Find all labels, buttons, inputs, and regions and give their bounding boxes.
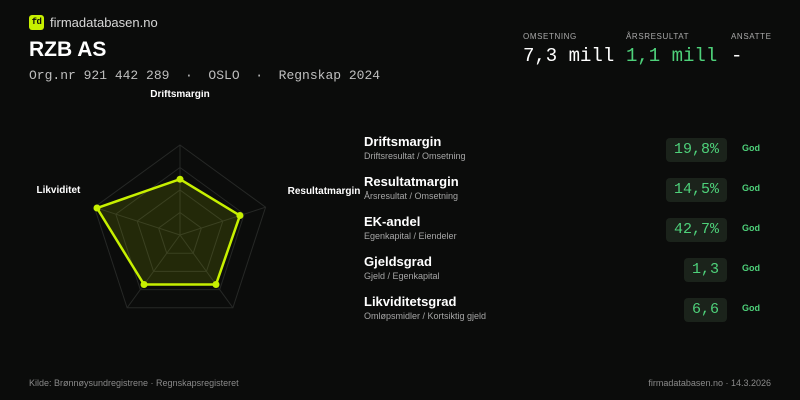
radar-grid bbox=[93, 144, 267, 309]
radar-axis-label: Resultatmargin bbox=[288, 186, 360, 197]
metric-name: EK-andel bbox=[364, 214, 421, 229]
brand-name[interactable]: firmadatabasen.no bbox=[50, 15, 158, 30]
metric-name: Resultatmargin bbox=[364, 174, 459, 189]
radar-grid-ring bbox=[93, 144, 267, 309]
metric-value: 14,5% bbox=[665, 178, 727, 202]
brand-logo-icon: fd bbox=[29, 15, 44, 30]
kpi-value: 1,1 mill bbox=[626, 45, 718, 67]
metric-row: Resultatmargin Årsresultat / Omsetning 1… bbox=[364, 174, 774, 214]
metric-formula: Gjeld / Egenkapital bbox=[364, 271, 440, 281]
radar-point bbox=[93, 204, 101, 212]
radar-grid-ring bbox=[136, 189, 224, 272]
metric-status-badge: God bbox=[742, 143, 760, 153]
radar-axis-line bbox=[126, 234, 181, 309]
kpi-label: ANSATTE bbox=[731, 32, 772, 41]
radar-point bbox=[236, 212, 244, 220]
radar-area bbox=[95, 177, 242, 286]
metric-formula: Driftsresultat / Omsetning bbox=[364, 151, 466, 161]
metric-value: 1,3 bbox=[683, 258, 727, 282]
kpi-value: - bbox=[731, 45, 743, 67]
footer-source: Kilde: Brønnøysundregistrene · Regnskaps… bbox=[29, 378, 239, 388]
kpi-label: OMSETNING bbox=[523, 32, 577, 41]
brand[interactable]: fd firmadatabasen.no bbox=[29, 15, 158, 30]
metric-row: EK-andel Egenkapital / Eiendeler 42,7% G… bbox=[364, 214, 774, 254]
company-name: RZB AS bbox=[29, 38, 107, 61]
metric-name: Likviditetsgrad bbox=[364, 294, 457, 309]
metric-value: 19,8% bbox=[665, 138, 727, 162]
radar-axis-label: Driftsmargin bbox=[150, 90, 209, 100]
metric-status-badge: God bbox=[742, 223, 760, 233]
kpi-strip: OMSETNING 7,3 mill ÅRSRESULTAT 1,1 mill … bbox=[0, 32, 800, 72]
kpi-omsetning: OMSETNING 7,3 mill bbox=[523, 32, 614, 67]
radar-labels: DriftsmarginResultatmarginEK-andelGjelds… bbox=[36, 90, 360, 197]
metric-value: 42,7% bbox=[665, 218, 727, 242]
radar-point bbox=[140, 281, 148, 289]
kpi-ansatte: ANSATTE - bbox=[731, 32, 772, 67]
radar-axis-line bbox=[179, 234, 234, 309]
radar-point bbox=[176, 175, 184, 183]
company-meta: Org.nr 921 442 289 · OSLO · Regnskap 202… bbox=[29, 68, 381, 83]
metric-row: Driftsmargin Driftsresultat / Omsetning … bbox=[364, 134, 774, 174]
radar-grid-ring bbox=[158, 211, 202, 254]
kpi-arsresultat: ÅRSRESULTAT 1,1 mill bbox=[626, 32, 717, 67]
radar-point bbox=[212, 281, 220, 289]
footer-site-date: firmadatabasen.no · 14.3.2026 bbox=[648, 378, 771, 388]
metric-status-badge: God bbox=[742, 183, 760, 193]
metric-row: Likviditetsgrad Omløpsmidler / Kortsikti… bbox=[364, 294, 774, 334]
kpi-label: ÅRSRESULTAT bbox=[626, 32, 690, 41]
metric-formula: Egenkapital / Eiendeler bbox=[364, 231, 457, 241]
metric-status-badge: God bbox=[742, 263, 760, 273]
metrics-list: Driftsmargin Driftsresultat / Omsetning … bbox=[364, 134, 774, 334]
metric-formula: Årsresultat / Omsetning bbox=[364, 191, 459, 201]
metric-value: 6,6 bbox=[683, 298, 727, 322]
metric-formula: Omløpsmidler / Kortsiktig gjeld bbox=[364, 311, 487, 321]
radar-axis-label: Likviditet bbox=[36, 185, 81, 196]
radar-points bbox=[93, 175, 244, 289]
metric-name: Driftsmargin bbox=[364, 134, 442, 149]
radar-grid-ring bbox=[115, 166, 245, 291]
metric-row: Gjeldsgrad Gjeld / Egenkapital 1,3 God bbox=[364, 254, 774, 294]
radar-axis-line bbox=[179, 206, 266, 236]
radar-axis-line bbox=[94, 206, 181, 236]
kpi-value: 7,3 mill bbox=[523, 45, 615, 67]
radar-chart: DriftsmarginResultatmarginEK-andelGjelds… bbox=[36, 90, 360, 309]
metric-name: Gjeldsgrad bbox=[364, 254, 432, 269]
metric-status-badge: God bbox=[742, 303, 760, 313]
